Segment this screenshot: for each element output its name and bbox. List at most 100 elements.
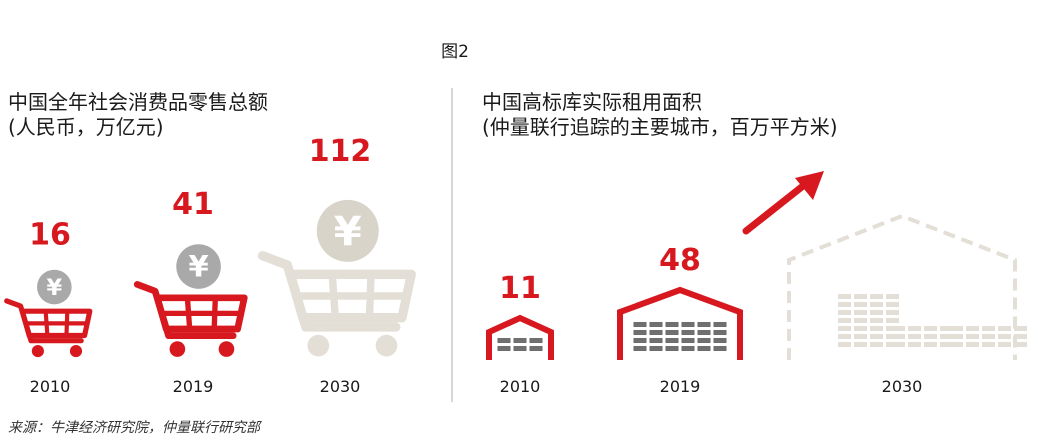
inventory-box [940, 342, 953, 347]
inventory-box [998, 334, 1011, 339]
warehouse-outline [617, 286, 743, 360]
cart-grid-line [328, 274, 340, 318]
cart-wheel [375, 334, 398, 357]
cart-wheel [31, 345, 44, 358]
tick-label: 2010 [500, 377, 541, 396]
tick-label: 2030 [882, 377, 923, 396]
inventory-box [966, 342, 979, 347]
inventory-box [665, 330, 679, 335]
tick-label: 2019 [660, 377, 701, 396]
data-label: 41 [172, 187, 214, 222]
cart-grid-line [43, 311, 50, 336]
inventory-box [649, 346, 663, 351]
inventory-box [870, 310, 883, 315]
tick-label: 2019 [173, 377, 214, 396]
inventory-box [854, 326, 867, 331]
inventory-box [870, 334, 883, 339]
warehouse-outline [486, 314, 554, 360]
inventory-box [697, 338, 711, 343]
inventory-box [529, 346, 543, 351]
inventory-box [513, 338, 527, 343]
inventory-box [497, 338, 511, 343]
yuan-symbol: ¥ [47, 275, 63, 301]
cart-grid-line [365, 274, 375, 318]
inventory-box [838, 326, 851, 331]
yuan-coin-icon [37, 269, 72, 305]
inventory-box [924, 342, 937, 347]
inventory-box [924, 326, 937, 331]
inventory-box [633, 338, 647, 343]
inventory-box [838, 294, 851, 299]
cart-icon: ¥ [133, 244, 248, 357]
inventory-box [870, 342, 883, 347]
inventory-box [908, 334, 921, 339]
data-label: 48 [659, 243, 701, 278]
inventory-box [940, 326, 953, 331]
data-label: 11 [499, 271, 541, 306]
yuan-symbol: ¥ [188, 250, 208, 284]
cart-wheel [307, 334, 330, 357]
cart-basket [19, 308, 93, 339]
inventory-box [649, 330, 663, 335]
warehouse-icon [617, 286, 743, 360]
yuan-coin-icon [316, 199, 379, 262]
inventory-box [633, 322, 647, 327]
inventory-box [854, 310, 867, 315]
inventory-box [870, 326, 883, 331]
inventory-box [998, 342, 1011, 347]
inventory-box [1014, 334, 1027, 339]
inventory-box [886, 294, 899, 299]
inventory-box [892, 342, 905, 347]
inventory-box [892, 326, 905, 331]
inventory-box [892, 334, 905, 339]
warehouse-icon [787, 213, 1027, 360]
inventory-box [870, 302, 883, 307]
inventory-box [982, 334, 995, 339]
cart-grid-line [211, 297, 218, 330]
inventory-box [681, 346, 695, 351]
tick-label: 2010 [30, 377, 71, 396]
inventory-box [924, 334, 937, 339]
cart-icon: ¥ [257, 199, 416, 357]
inventory-box [649, 338, 663, 343]
inventory-box [886, 318, 899, 323]
inventory-box [950, 326, 963, 331]
inventory-box [886, 302, 899, 307]
inventory-box [966, 334, 979, 339]
inventory-box [681, 338, 695, 343]
yuan-symbol: ¥ [334, 208, 362, 255]
cart-wheel [69, 345, 83, 358]
inventory-box [697, 346, 711, 351]
inventory-box [665, 322, 679, 327]
warehouse-icon [486, 314, 554, 360]
inventory-box [713, 338, 727, 343]
cart-grid-line [64, 311, 70, 336]
inventory-box [838, 342, 851, 347]
inventory-box [950, 334, 963, 339]
cart-wheel [218, 341, 235, 357]
inventory-box [665, 346, 679, 351]
inventory-box [529, 338, 543, 343]
left-chart-marks: ¥16 2010 ¥41 2019 ¥112 2030 [4, 134, 416, 396]
warehouse-outline [787, 213, 1017, 360]
inventory-box [649, 322, 663, 327]
inventory-box [633, 346, 647, 351]
inventory-box [1014, 326, 1027, 331]
yuan-coin-icon [176, 244, 221, 289]
inventory-box [854, 294, 867, 299]
inventory-box [870, 294, 883, 299]
growth-arrow-icon [742, 171, 824, 235]
right-panel-title: 中国高标库实际租用面积 [482, 90, 702, 114]
inventory-box [854, 334, 867, 339]
cart-wheel [169, 341, 186, 357]
right-panel-subtitle: (仲量联行追踪的主要城市，百万平方米) [482, 115, 838, 139]
inventory-box [838, 310, 851, 315]
tick-label: 2030 [320, 377, 361, 396]
inventory-box [713, 322, 727, 327]
source-note: 来源：牛津经济研究院，仲量联行研究部 [8, 420, 262, 436]
figure-title: 图2 [441, 42, 469, 62]
inventory-box [697, 322, 711, 327]
inventory-box [633, 330, 647, 335]
cart-icon: ¥ [4, 269, 93, 358]
